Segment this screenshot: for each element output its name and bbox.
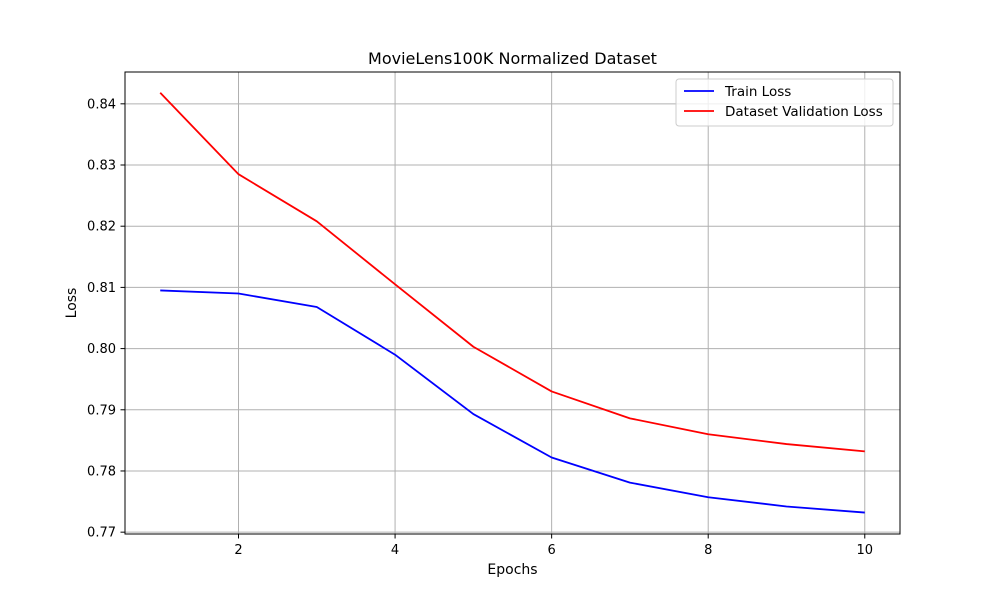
plot-frame	[124, 71, 901, 535]
x-axis-label: Epochs	[487, 562, 537, 578]
x-tick-label: 6	[548, 543, 556, 558]
y-tick-label: 0.82	[87, 220, 116, 235]
y-tick-label: 0.84	[87, 97, 116, 112]
y-tick-label: 0.78	[87, 464, 116, 479]
chart-title: MovieLens100K Normalized Dataset	[368, 49, 657, 68]
legend: Train Loss Dataset Validation Loss	[675, 78, 894, 127]
y-axis-label: Loss	[64, 288, 80, 319]
y-tick-label: 0.79	[87, 403, 116, 418]
x-tick-label: 8	[704, 543, 712, 558]
y-tick-label: 0.83	[87, 159, 116, 174]
x-axis: 2 4 6 8 10	[234, 534, 873, 558]
grid	[125, 72, 900, 534]
x-tick-label: 4	[391, 543, 399, 558]
series-layer	[159, 92, 865, 514]
y-axis: 0.77 0.78 0.79 0.80 0.81 0.82 0.83 0.84	[87, 97, 125, 541]
y-tick-label: 0.77	[87, 526, 116, 541]
y-tick-label: 0.80	[87, 342, 116, 357]
legend-label-validation-loss: Dataset Validation Loss	[725, 104, 883, 120]
series-line-0	[160, 289, 865, 514]
series-line-1	[159, 92, 865, 453]
x-tick-label: 2	[234, 543, 242, 558]
legend-label-train-loss: Train Loss	[724, 84, 791, 100]
legend-box	[675, 78, 894, 127]
y-tick-label: 0.81	[87, 281, 116, 296]
x-tick-label: 10	[856, 543, 873, 558]
